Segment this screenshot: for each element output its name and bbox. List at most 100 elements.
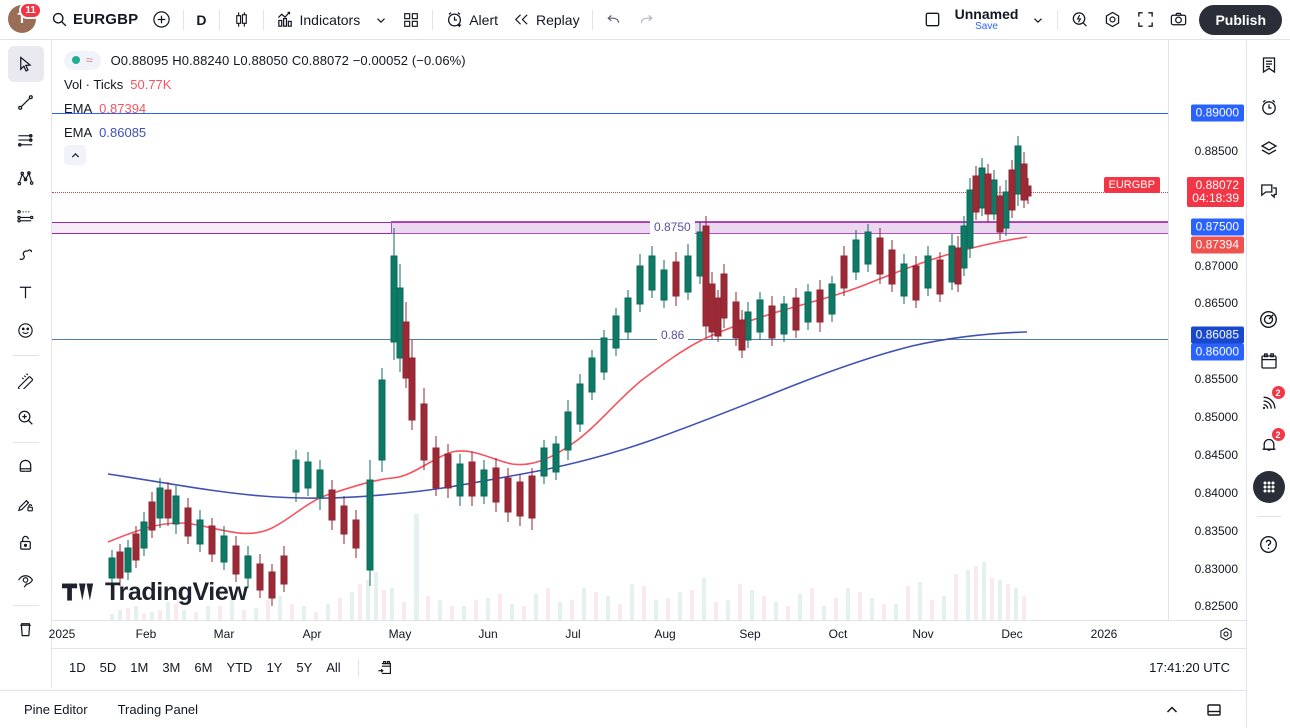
indicators-button[interactable]: Indicators: [269, 5, 368, 35]
broadcast-panel-button[interactable]: 2: [1252, 385, 1286, 420]
data-window-panel-button[interactable]: [1252, 132, 1286, 166]
emoji-tool[interactable]: [8, 312, 44, 348]
layout-checkbox[interactable]: [916, 5, 949, 35]
hide-drawings-tool[interactable]: [8, 562, 44, 598]
redo-button[interactable]: [630, 5, 662, 35]
chevron-down-icon: [374, 13, 388, 27]
range-all[interactable]: All: [326, 660, 341, 675]
ideas-panel-button[interactable]: [1252, 302, 1286, 336]
watchlist-panel-button[interactable]: [1252, 48, 1286, 82]
legend-volume-row[interactable]: Vol · Ticks 50.77K: [64, 72, 466, 96]
fullscreen-icon: [1136, 10, 1155, 29]
supply-zone-087500: [52, 223, 1168, 233]
magnet-tool[interactable]: [8, 448, 44, 484]
eye-slash-icon: [17, 574, 34, 588]
range-3m[interactable]: 3M: [162, 660, 181, 675]
indicator-templates-button[interactable]: [395, 5, 427, 35]
help-panel-button[interactable]: [1252, 527, 1286, 561]
range-1d[interactable]: 1D: [69, 660, 86, 675]
indicators-dropdown[interactable]: [367, 5, 395, 35]
chart-settings-button[interactable]: [1096, 5, 1129, 35]
level-087500-tag[interactable]: 0.87500: [1190, 218, 1244, 236]
snapshot-button[interactable]: [1162, 5, 1195, 35]
tab-pine-editor[interactable]: Pine Editor: [24, 702, 88, 717]
legend-collapse-row: [64, 144, 466, 165]
layers-icon: [1260, 141, 1277, 155]
camera-icon: [1169, 10, 1188, 29]
time-tick: Aug: [654, 627, 676, 641]
price-series-svg: [107, 136, 1032, 620]
xabcd-pattern-icon: [17, 170, 34, 185]
remove-drawings-tool[interactable]: [8, 611, 44, 647]
fullscreen-button[interactable]: [1129, 5, 1162, 35]
lightning-search-icon: [1070, 10, 1089, 29]
tab-trading-panel[interactable]: Trading Panel: [117, 702, 199, 717]
zone-label-086: 0.86: [657, 328, 689, 342]
notifications-panel-button[interactable]: 2: [1252, 427, 1286, 462]
smiley-icon: [18, 322, 33, 338]
level-089000-tag[interactable]: 0.89000: [1190, 104, 1244, 122]
footer-maximize-button[interactable]: [1196, 697, 1232, 723]
publish-button[interactable]: Publish: [1199, 4, 1282, 35]
alert-button[interactable]: Alert: [438, 5, 505, 35]
symbol-search[interactable]: EURGBP: [44, 5, 145, 35]
price-tick: 0.85000: [1194, 410, 1238, 424]
range-1y[interactable]: 1Y: [266, 660, 283, 675]
alerts-panel-button[interactable]: [1252, 90, 1286, 124]
rewind-icon: [512, 10, 531, 29]
replay-button[interactable]: Replay: [505, 5, 587, 35]
gear-hex-icon: [1103, 10, 1122, 29]
go-to-date-button[interactable]: [369, 656, 401, 680]
legend-ema-fast-row[interactable]: EMA 0.87394: [64, 96, 466, 120]
calendar-panel-button[interactable]: [1252, 344, 1286, 378]
last-price-tag[interactable]: 0.88072 04:18:39: [1187, 177, 1244, 207]
quick-search-button[interactable]: [1063, 5, 1096, 35]
cursor-tool[interactable]: [7, 46, 44, 82]
trend-line-tool[interactable]: [8, 84, 44, 120]
chart-area[interactable]: 0.8750 0.86: [49, 40, 1246, 688]
measure-tool[interactable]: [8, 361, 44, 397]
legend-symbol-row[interactable]: ≈ O0.88095 H0.88240 L0.88050 C0.88072 −0…: [64, 48, 466, 72]
chart-pane[interactable]: 0.8750 0.86: [52, 40, 1246, 620]
chart-style-button[interactable]: [225, 5, 258, 35]
ema-fast-tag[interactable]: 0.87394: [1190, 236, 1244, 254]
horizontal-lines-icon: [17, 133, 33, 147]
utc-clock[interactable]: 17:41:20 UTC: [1149, 660, 1230, 675]
layout-save-link[interactable]: Save: [975, 20, 998, 32]
pattern-tool[interactable]: [8, 160, 44, 196]
footer-collapse-button[interactable]: [1154, 697, 1190, 723]
drawing-mode-tool[interactable]: [8, 486, 44, 522]
ema-slow-tag[interactable]: 0.86085: [1190, 326, 1244, 344]
text-tool[interactable]: [8, 274, 44, 310]
lock-drawings-tool[interactable]: [8, 524, 44, 560]
time-tick: 2026: [1090, 627, 1118, 641]
legend-collapse-button[interactable]: [64, 145, 86, 165]
level-086000-tag[interactable]: 0.86000: [1190, 343, 1244, 361]
horizontal-lines-tool[interactable]: [8, 122, 44, 158]
undo-button[interactable]: [598, 5, 630, 35]
add-symbol-button[interactable]: [145, 5, 178, 35]
chat-panel-button[interactable]: [1252, 174, 1286, 208]
apps-panel-button[interactable]: [1252, 470, 1286, 504]
layout-name-block[interactable]: Unnamed Save: [949, 7, 1025, 32]
prediction-tool[interactable]: [8, 198, 44, 234]
indicators-label: Indicators: [299, 11, 361, 28]
divider: [432, 9, 434, 30]
range-6m[interactable]: 6M: [194, 660, 213, 675]
range-5d[interactable]: 5D: [99, 660, 117, 675]
range-ytd[interactable]: YTD: [226, 660, 253, 675]
layout-dropdown[interactable]: [1024, 5, 1052, 35]
interval-selector[interactable]: D: [189, 5, 213, 35]
brush-icon: [19, 248, 33, 260]
ema-fast-label: EMA: [64, 100, 93, 116]
range-1m[interactable]: 1M: [130, 660, 149, 675]
price-axis[interactable]: 0.88500 0.87000 0.86500 0.85500 0.85000 …: [1168, 40, 1246, 653]
zoom-tool[interactable]: [8, 399, 44, 435]
time-axis[interactable]: 2025 Feb Mar Apr May Jun Jul Aug Sep Oct…: [49, 620, 1246, 648]
chevron-up-icon: [1166, 705, 1178, 713]
range-5y[interactable]: 5Y: [296, 660, 313, 675]
user-avatar[interactable]: T 11: [8, 1, 42, 35]
time-axis-settings-button[interactable]: [1218, 626, 1234, 642]
legend-ema-slow-row[interactable]: EMA 0.86085: [64, 120, 466, 144]
brush-tool[interactable]: [8, 236, 44, 272]
